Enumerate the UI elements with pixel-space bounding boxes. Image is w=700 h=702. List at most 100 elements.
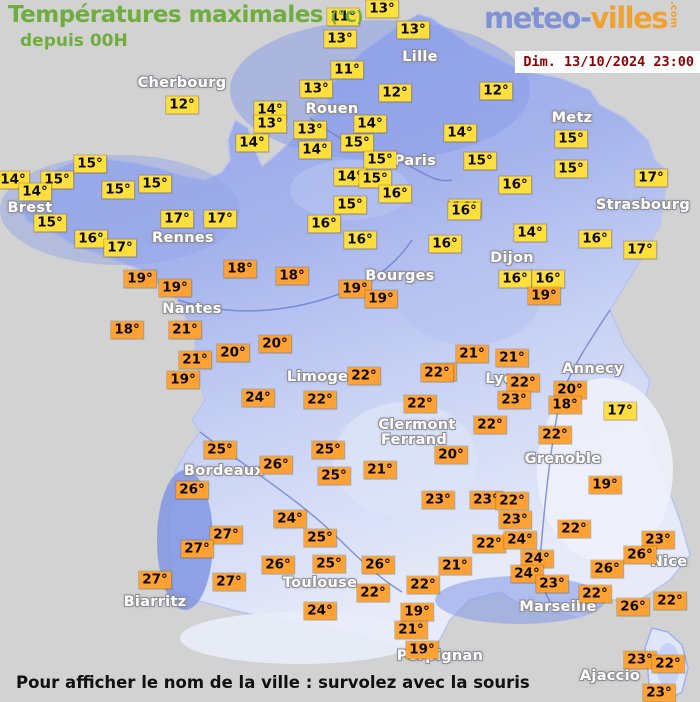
- temp-label[interactable]: 25°: [313, 555, 345, 573]
- temp-label[interactable]: 21°: [169, 321, 201, 339]
- temp-label[interactable]: 12°: [166, 96, 198, 114]
- temp-label[interactable]: 15°: [359, 170, 391, 188]
- temp-label[interactable]: 21°: [395, 621, 427, 639]
- temp-label[interactable]: 21°: [456, 345, 488, 363]
- temp-label[interactable]: 23°: [536, 575, 568, 593]
- temp-label[interactable]: 22°: [558, 520, 590, 538]
- temp-label[interactable]: 16°: [75, 230, 107, 248]
- temp-label[interactable]: 21°: [439, 557, 471, 575]
- temp-label[interactable]: 13°: [300, 80, 332, 98]
- temp-label[interactable]: 13°: [366, 0, 398, 18]
- temp-label[interactable]: 19°: [339, 280, 371, 298]
- temp-label[interactable]: 23°: [422, 491, 454, 509]
- temp-label[interactable]: 14°: [334, 168, 366, 186]
- temp-label[interactable]: 23°: [470, 491, 502, 509]
- temp-label[interactable]: 19°: [124, 270, 156, 288]
- temp-label[interactable]: 16°: [379, 185, 411, 203]
- temp-label[interactable]: 13°: [324, 30, 356, 48]
- temp-label[interactable]: 25°: [304, 529, 336, 547]
- temp-label[interactable]: 16°: [579, 230, 611, 248]
- site-logo[interactable]: meteo-villes.com: [484, 1, 679, 35]
- temp-label[interactable]: 27°: [213, 573, 245, 591]
- temp-label[interactable]: 14°: [514, 224, 546, 242]
- temp-label[interactable]: 19°: [406, 641, 438, 659]
- temp-label[interactable]: 16°: [499, 270, 531, 288]
- temp-label[interactable]: 16°: [532, 270, 564, 288]
- temp-label[interactable]: 22°: [348, 367, 380, 385]
- temp-label[interactable]: 24°: [511, 565, 543, 583]
- temp-label[interactable]: 15°: [334, 196, 366, 214]
- temp-label[interactable]: 15°: [341, 134, 373, 152]
- temp-label[interactable]: 15°: [555, 130, 587, 148]
- temp-label[interactable]: 23°: [624, 651, 656, 669]
- temp-label[interactable]: 22°: [579, 585, 611, 603]
- temp-label[interactable]: 15°: [74, 155, 106, 173]
- temp-label[interactable]: 14°: [254, 101, 286, 119]
- temp-label[interactable]: 13°: [294, 121, 326, 139]
- temp-label[interactable]: 16°: [308, 215, 340, 233]
- temp-label[interactable]: 14°: [354, 115, 386, 133]
- temp-label[interactable]: 25°: [318, 467, 350, 485]
- temp-label[interactable]: 24°: [304, 602, 336, 620]
- temp-label[interactable]: 26°: [362, 556, 394, 574]
- temp-label[interactable]: 16°: [344, 231, 376, 249]
- temp-label[interactable]: 17°: [204, 210, 236, 228]
- temp-label[interactable]: 17°: [104, 239, 136, 257]
- temp-label[interactable]: 23°: [498, 391, 530, 409]
- temp-label[interactable]: 27°: [139, 571, 171, 589]
- temp-label[interactable]: 22°: [304, 391, 336, 409]
- temp-label[interactable]: 12°: [480, 82, 512, 100]
- temp-label[interactable]: 15°: [102, 181, 134, 199]
- temp-label[interactable]: 26°: [176, 481, 208, 499]
- temp-label[interactable]: 19°: [365, 290, 397, 308]
- temp-label[interactable]: 22°: [357, 584, 389, 602]
- temp-label[interactable]: 20°: [554, 381, 586, 399]
- temp-label[interactable]: 17°: [161, 210, 193, 228]
- temp-label[interactable]: 23°: [642, 531, 674, 549]
- temp-label[interactable]: 22°: [404, 395, 436, 413]
- temp-label[interactable]: 18°: [276, 267, 308, 285]
- temp-label[interactable]: 19°: [589, 476, 621, 494]
- temp-label[interactable]: 18°: [224, 260, 256, 278]
- temp-label[interactable]: 18°: [549, 396, 581, 414]
- temp-label[interactable]: 24°: [521, 550, 553, 568]
- temp-label[interactable]: 22°: [496, 492, 528, 510]
- temp-label[interactable]: 12°: [379, 84, 411, 102]
- temp-label[interactable]: 24°: [242, 389, 274, 407]
- temp-label[interactable]: 15°: [555, 160, 587, 178]
- temp-label[interactable]: 24°: [504, 531, 536, 549]
- temp-label[interactable]: 26°: [624, 546, 656, 564]
- temp-label[interactable]: 26°: [617, 598, 649, 616]
- temp-label[interactable]: 26°: [591, 560, 623, 578]
- temp-label[interactable]: 19°: [401, 603, 433, 621]
- temp-label[interactable]: 15°: [34, 214, 66, 232]
- temp-label[interactable]: 14°: [236, 134, 268, 152]
- temp-label[interactable]: 14°: [19, 183, 51, 201]
- temp-label[interactable]: 21°: [179, 351, 211, 369]
- temp-label[interactable]: 22°: [652, 655, 684, 673]
- temp-label[interactable]: 14°: [299, 141, 331, 159]
- temp-label[interactable]: 22°: [507, 374, 539, 392]
- temp-label[interactable]: 23°: [499, 511, 531, 529]
- temp-label[interactable]: 17°: [624, 241, 656, 259]
- temp-label[interactable]: 20°: [217, 344, 249, 362]
- temp-label[interactable]: 21°: [496, 349, 528, 367]
- temp-label[interactable]: 22°: [539, 426, 571, 444]
- temp-label[interactable]: 26°: [262, 556, 294, 574]
- temp-label[interactable]: 18°: [111, 321, 143, 339]
- temp-label[interactable]: 16°: [499, 176, 531, 194]
- temp-label[interactable]: 25°: [204, 441, 236, 459]
- temp-label[interactable]: 11°: [327, 8, 359, 26]
- temp-label[interactable]: 21°: [364, 461, 396, 479]
- temp-label[interactable]: 22°: [421, 364, 453, 382]
- temp-label[interactable]: 15°: [464, 152, 496, 170]
- temp-label[interactable]: 17°: [604, 402, 636, 420]
- temp-label[interactable]: 22°: [473, 535, 505, 553]
- temp-label[interactable]: 24°: [274, 510, 306, 528]
- temp-label[interactable]: 14°: [444, 124, 476, 142]
- temp-label[interactable]: 27°: [181, 540, 213, 558]
- temp-label[interactable]: 15°: [139, 175, 171, 193]
- temp-label[interactable]: 13°: [254, 115, 286, 133]
- temp-label[interactable]: 22°: [654, 592, 686, 610]
- temp-label[interactable]: 19°: [167, 371, 199, 389]
